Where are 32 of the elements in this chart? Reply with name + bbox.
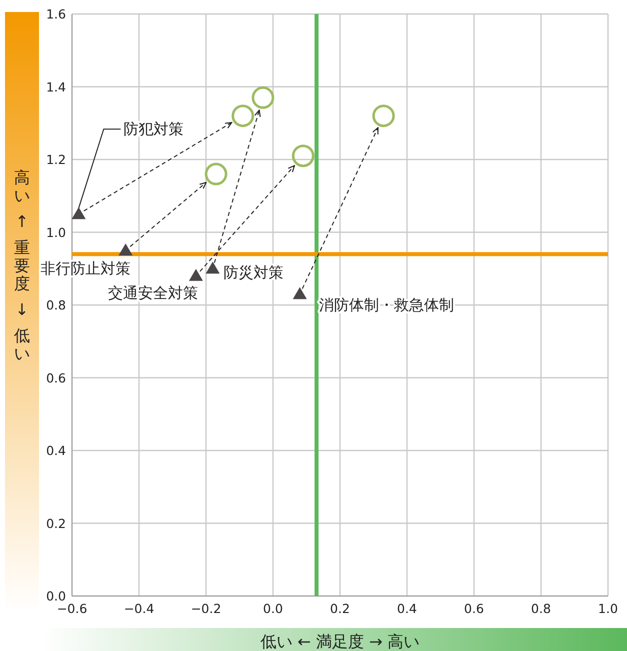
x-axis-title: 低い ← 満足度 → 高い	[260, 632, 420, 651]
point	[292, 287, 307, 300]
y-tick-label: 0.6	[46, 370, 66, 386]
x-tick-label: −0.4	[124, 601, 154, 616]
text: 高い ↑ 重要度 ↓ 低い	[14, 168, 30, 363]
annotation: 防犯対策	[124, 120, 184, 138]
point	[372, 104, 395, 128]
point	[252, 86, 274, 109]
y-tick-label: 0.4	[46, 443, 66, 458]
point	[206, 262, 220, 274]
y-tick-label: 1.4	[46, 79, 66, 94]
y-tick-label: 0.2	[46, 516, 66, 531]
x-tick-label: −0.6	[56, 601, 88, 616]
x-tick-label: 0.8	[531, 601, 551, 616]
y-tick-label: 1.0	[46, 224, 66, 240]
annotation: 非行防止対策	[40, 259, 131, 278]
annotation: 交通安全対策	[108, 284, 198, 302]
y-tick-label: 1.2	[46, 152, 66, 167]
point	[188, 268, 203, 281]
x-tick-label: 0.2	[330, 601, 350, 616]
x-tick-label: 0.6	[464, 601, 484, 616]
point	[72, 207, 86, 220]
x-tick-label: 0.4	[397, 601, 417, 616]
x-tick-label: 1.0	[598, 601, 618, 616]
annotation: 防災対策	[224, 264, 284, 282]
y-tick-label: 0.0	[46, 588, 66, 604]
annotation: 消防体制・救急体制	[318, 296, 454, 314]
y-tick-label: 1.6	[46, 6, 66, 22]
x-tick-label: −0.2	[190, 601, 222, 616]
point	[118, 243, 133, 256]
x-tick-label: 0.0	[263, 601, 283, 616]
y-tick-label: 0.8	[46, 298, 66, 312]
